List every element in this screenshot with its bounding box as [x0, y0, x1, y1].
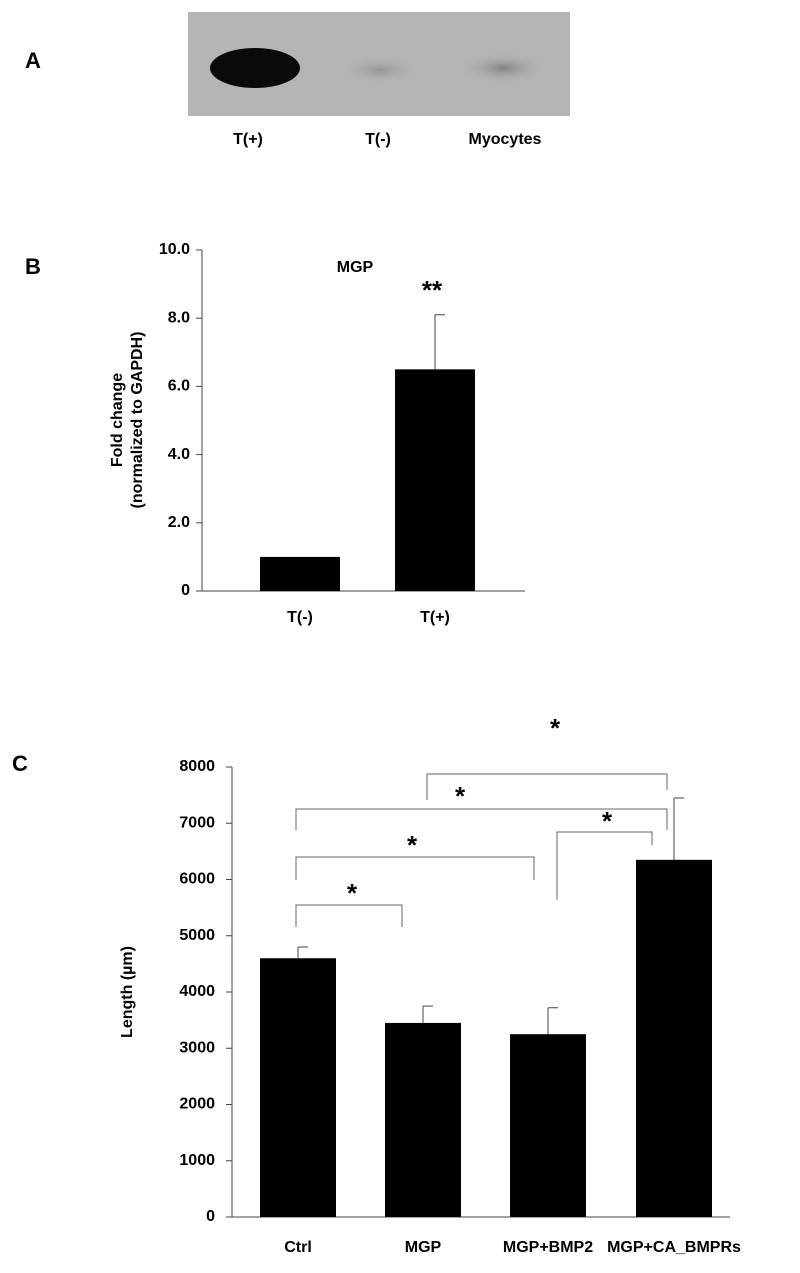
significance-label: *	[407, 830, 418, 860]
significance-label: *	[455, 781, 466, 811]
significance-label: *	[602, 806, 613, 836]
lane-label: Myocytes	[469, 131, 542, 148]
x-tick-label: MGP+BMP2	[503, 1239, 593, 1256]
y-tick-label: 2000	[179, 1096, 215, 1113]
y-tick-label: 3000	[179, 1039, 215, 1056]
y-tick-label: 7000	[179, 814, 215, 831]
panel-label: C	[12, 751, 28, 776]
x-tick-label: MGP	[405, 1239, 442, 1256]
blot-band	[210, 48, 300, 88]
significance-bracket	[426, 773, 668, 800]
y-axis-label: Length (µm)	[119, 946, 136, 1038]
chart-title: MGP	[337, 259, 374, 276]
y-tick-label: 6000	[179, 871, 215, 888]
y-tick-label: 8.0	[168, 309, 190, 326]
x-tick-label: T(-)	[287, 609, 313, 626]
bar	[260, 556, 340, 591]
y-tick-label: 5000	[179, 927, 215, 944]
x-tick-label: MGP+CA_BMPRs	[607, 1239, 741, 1256]
x-tick-label: Ctrl	[284, 1239, 312, 1256]
annotation: **	[422, 275, 443, 305]
y-tick-label: 4.0	[168, 446, 190, 463]
y-axis-label: Fold change	[109, 373, 126, 467]
y-tick-label: 8000	[179, 758, 215, 775]
significance-bracket	[295, 904, 403, 927]
lane-label: T(-)	[365, 131, 391, 148]
y-tick-label: 0	[181, 582, 190, 599]
x-tick-label: T(+)	[420, 609, 450, 626]
significance-bracket	[295, 856, 535, 880]
panel-label: A	[25, 48, 41, 73]
blot-band	[458, 52, 548, 84]
significance-label: *	[550, 713, 561, 743]
bar	[395, 369, 475, 591]
panel-label: B	[25, 254, 41, 279]
y-tick-label: 0	[206, 1208, 215, 1225]
y-tick-label: 10.0	[159, 241, 190, 258]
bar	[636, 859, 712, 1217]
y-axis-label: (normalized to GAPDH)	[129, 332, 146, 509]
significance-bracket	[556, 831, 653, 900]
lane-label: T(+)	[233, 131, 263, 148]
bar	[385, 1022, 461, 1217]
bar	[510, 1034, 586, 1217]
y-tick-label: 2.0	[168, 514, 190, 531]
blot-band	[340, 56, 420, 84]
y-tick-label: 1000	[179, 1152, 215, 1169]
y-tick-label: 6.0	[168, 378, 190, 395]
y-tick-label: 4000	[179, 983, 215, 1000]
significance-bracket	[295, 808, 668, 830]
bar	[260, 958, 336, 1217]
significance-label: *	[347, 878, 358, 908]
